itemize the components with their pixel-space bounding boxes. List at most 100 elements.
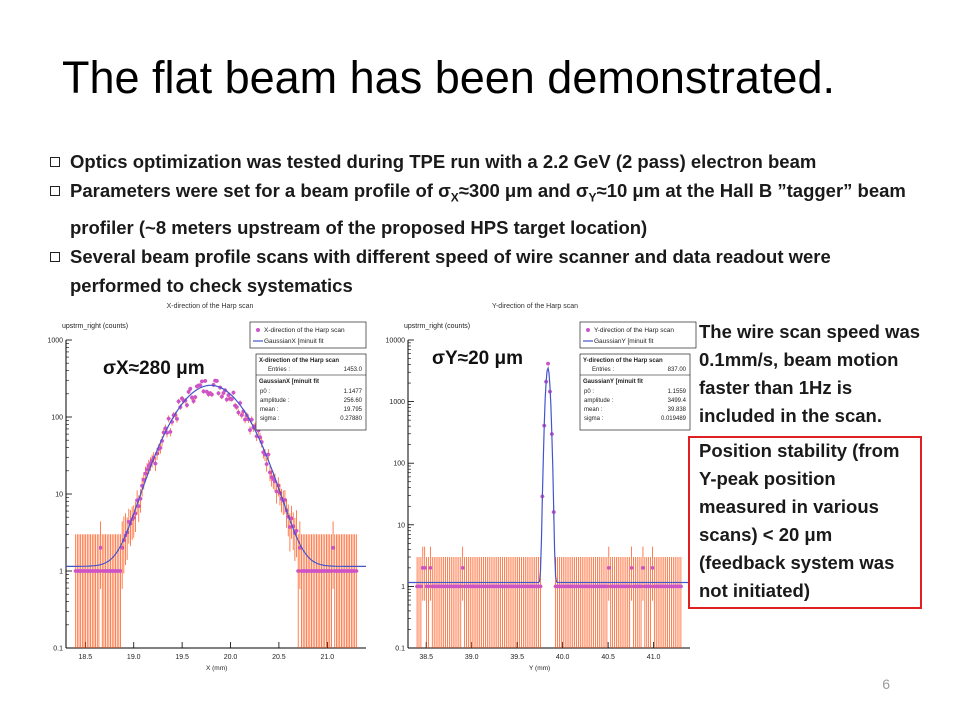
x-tick-label: 20.5 <box>272 654 286 661</box>
x-tick-label: 19.0 <box>127 654 141 661</box>
stats-key: mean : <box>260 407 279 413</box>
legend-fit-label: GaussianX [minuit fit <box>264 338 324 345</box>
bullet-item: Optics optimization was tested during TP… <box>48 147 908 176</box>
bullet-list: Optics optimization was tested during TP… <box>48 147 908 300</box>
data-point <box>198 383 203 388</box>
data-point <box>422 565 427 570</box>
data-point <box>176 399 181 404</box>
page-number: 6 <box>882 676 890 692</box>
plot-title: X-direction of the Harp scan <box>167 303 254 310</box>
stats-value: 1453.0 <box>344 367 363 373</box>
x-tick-label: 20.0 <box>224 654 238 661</box>
data-point <box>203 379 208 383</box>
data-point <box>248 428 252 432</box>
bullet-text-part: Parameters were set for a beam profile o… <box>70 180 451 201</box>
stats-value: 1.1477 <box>344 389 363 395</box>
data-point <box>146 464 151 468</box>
data-point <box>219 394 224 399</box>
data-point <box>606 565 611 570</box>
bullet-text-part: ≈300 μm and σ <box>458 180 589 201</box>
square-bullet-icon <box>50 157 60 167</box>
sigma-annotation: σX≈280 μm <box>103 358 205 379</box>
data-point <box>153 461 158 466</box>
bullet-item: Several beam profile scans with differen… <box>48 242 908 300</box>
data-point <box>136 504 141 509</box>
data-point <box>458 584 463 589</box>
stats-value: 1.1559 <box>668 389 687 395</box>
y-tick-label: 10 <box>55 492 63 499</box>
y-tick-label: 1000 <box>389 399 405 406</box>
legend-fit-label: GaussianY [minuit fit <box>594 338 654 345</box>
y-tick-label: 0.1 <box>395 646 405 653</box>
data-point <box>188 386 193 391</box>
data-point <box>229 397 234 402</box>
stats-fit-title: GaussianX [minuit fit <box>259 379 319 385</box>
data-point <box>141 477 146 482</box>
bullet-item: Parameters were set for a beam profile o… <box>48 176 908 242</box>
data-point <box>296 569 301 573</box>
bullet-text: Optics optimization was tested during TP… <box>70 151 817 172</box>
data-point <box>191 399 196 403</box>
legend-data-marker <box>256 328 260 332</box>
data-point <box>118 569 123 573</box>
x-tick-label: 18.5 <box>79 654 93 661</box>
y-axis-label: upstrm_right (counts) <box>404 323 470 330</box>
x-tick-label: 41.0 <box>647 654 661 661</box>
highlight-box <box>688 436 922 609</box>
stats-key: p0 : <box>260 389 270 395</box>
x-tick-label: 40.0 <box>556 654 570 661</box>
data-point <box>97 569 101 573</box>
data-point <box>231 390 236 395</box>
data-point <box>639 584 643 589</box>
y-tick-label: 100 <box>51 415 63 422</box>
y-tick-label: 100 <box>393 461 405 468</box>
data-point <box>287 525 292 529</box>
data-point <box>168 429 173 434</box>
fit-curve <box>408 366 690 584</box>
plot-title: Y-direction of the Harp scan <box>492 303 578 310</box>
sigma-subscript: X <box>450 190 459 205</box>
y-axis-label: upstrm_right (counts) <box>62 323 128 330</box>
stats-key: amplitude : <box>584 398 614 404</box>
x-tick-label: 39.0 <box>465 654 479 661</box>
stats-value: 19.795 <box>344 407 363 413</box>
data-point <box>224 397 229 402</box>
data-point <box>331 545 335 550</box>
data-point <box>418 584 423 589</box>
data-point <box>120 545 125 550</box>
data-point <box>264 462 269 467</box>
data-point <box>627 584 632 589</box>
stats-title: Y-direction of the Harp scan <box>583 358 663 364</box>
legend-data-marker <box>586 328 590 332</box>
data-point <box>166 416 171 421</box>
square-bullet-icon <box>50 186 60 196</box>
stats-key: Entries : <box>592 367 614 373</box>
sigma-annotation: σY≈20 μm <box>432 348 523 369</box>
stats-value: 39.838 <box>668 407 687 413</box>
data-point <box>546 361 550 366</box>
data-point <box>354 569 359 573</box>
data-point <box>629 565 634 570</box>
stats-value: 0.27880 <box>340 416 362 422</box>
data-point <box>190 395 194 400</box>
x-tick-label: 21.0 <box>320 654 334 661</box>
data-point <box>329 569 334 573</box>
legend-box <box>579 321 697 349</box>
legend-data-label: X-direction of the Harp scan <box>264 327 345 334</box>
data-point <box>143 471 148 476</box>
data-point <box>283 497 287 502</box>
data-point <box>538 584 543 589</box>
data-point <box>460 565 465 570</box>
data-point <box>274 489 279 494</box>
data-point <box>216 391 221 396</box>
data-point <box>214 379 219 383</box>
data-point <box>98 545 103 550</box>
data-point <box>145 467 149 472</box>
y-tick-label: 10000 <box>386 338 406 345</box>
data-point <box>236 410 241 415</box>
x-axis-label: X (mm) <box>206 665 227 672</box>
wire-scan-note: The wire scan speed was 0.1mm/s, beam mo… <box>699 321 921 426</box>
data-point <box>679 584 683 589</box>
data-point <box>185 403 189 408</box>
legend-data-label: Y-direction of the Harp scan <box>594 327 674 334</box>
